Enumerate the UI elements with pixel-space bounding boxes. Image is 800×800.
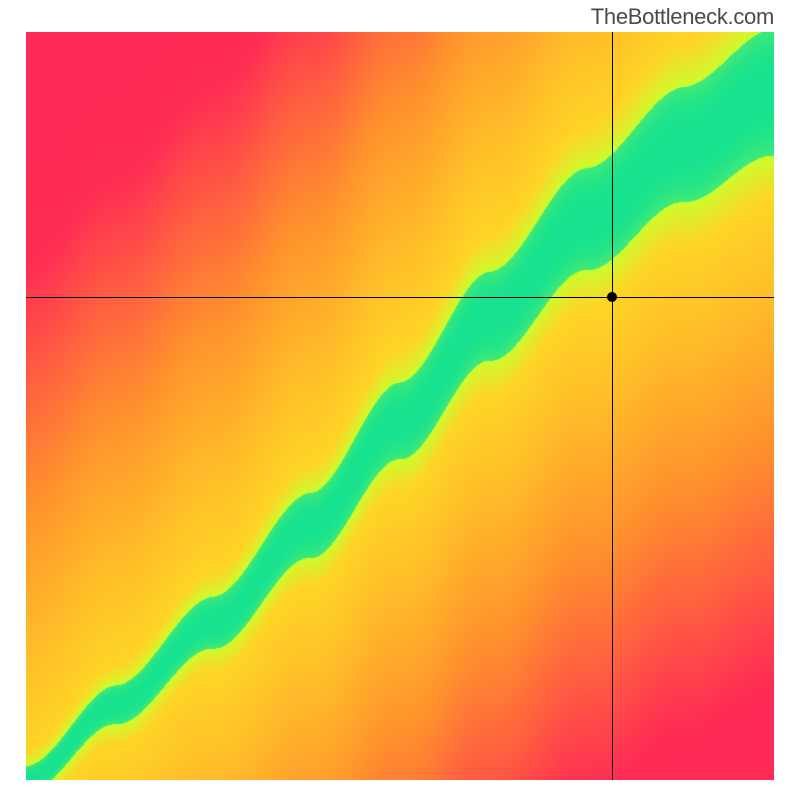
data-point-marker bbox=[607, 292, 617, 302]
crosshair-vertical bbox=[612, 32, 613, 780]
bottleneck-heatmap-plot bbox=[26, 32, 774, 780]
watermark-text: TheBottleneck.com bbox=[591, 4, 774, 30]
heatmap-canvas bbox=[26, 32, 774, 780]
crosshair-horizontal bbox=[26, 297, 774, 298]
